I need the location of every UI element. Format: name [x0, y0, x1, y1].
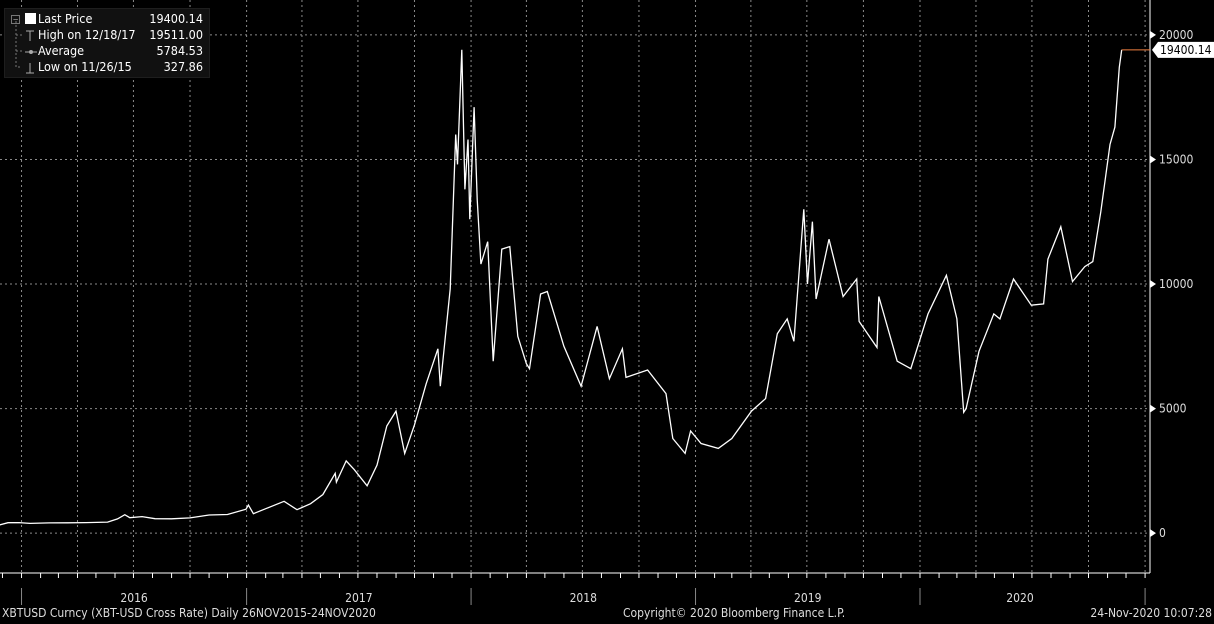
footer-copyright: Copyright© 2020 Bloomberg Finance L.P.: [623, 606, 846, 620]
legend-label: Low on 11/26/15: [38, 59, 132, 74]
y-axis-labels: 0 5000 10000 15000 20000: [1159, 28, 1193, 540]
y-tick-arrow: [1150, 30, 1156, 39]
x-tick-label: 2016: [120, 591, 148, 605]
legend-label: Average: [38, 43, 85, 58]
y-tick-arrow: [1150, 280, 1156, 289]
y-tick-label: 5000: [1159, 402, 1187, 416]
legend-value: 327.86: [163, 59, 203, 74]
legend-value: 5784.53: [156, 43, 204, 58]
low-marker-icon: [25, 62, 35, 74]
collapse-icon[interactable]: −: [11, 15, 20, 24]
legend-value: 19511.00: [149, 27, 203, 42]
y-tick-label: 20000: [1159, 28, 1193, 42]
price-line: [0, 49, 1123, 526]
x-tick-label: 2019: [794, 591, 822, 605]
x-tick-label: 2020: [1006, 591, 1034, 605]
y-tick-label: 10000: [1159, 277, 1193, 291]
x-tick-label: 2017: [345, 591, 372, 605]
y-tick-label: 15000: [1159, 152, 1193, 166]
x-tick-label: 2018: [570, 591, 598, 605]
y-tick-label: 0: [1159, 526, 1166, 540]
average-marker-icon: [25, 46, 37, 56]
legend-item-average: Average 5784.53: [5, 43, 205, 59]
footer-ticker: XBTUSD Curncy (XBT-USD Cross Rate) Daily…: [2, 606, 376, 620]
y-tick-arrow: [1150, 155, 1156, 164]
high-marker-icon: [25, 30, 35, 41]
legend-label: Last Price: [38, 11, 93, 26]
x-axis-labels: 2016 2017 2018 2019 2020: [120, 591, 1034, 605]
axes: [0, 0, 1156, 605]
series-swatch-icon: [25, 13, 36, 24]
last-price-tag-label: 19400.14: [1160, 43, 1212, 57]
last-price-tag: 19400.14: [1152, 41, 1214, 58]
legend-item-high: High on 12/18/17 19511.00: [5, 27, 205, 43]
y-tick-arrow: [1150, 529, 1156, 538]
footer-timestamp: 24-Nov-2020 10:07:28: [1090, 606, 1212, 620]
last-price-tag-bg: [1152, 41, 1214, 58]
legend-label: High on 12/18/17: [38, 27, 136, 42]
legend: − Last Price 19400.14 High on 12/18/17 1…: [4, 8, 210, 78]
legend-tree-lines: [15, 21, 22, 68]
legend-item-low: Low on 11/26/15 327.86: [5, 59, 205, 75]
legend-item-last-price[interactable]: − Last Price 19400.14: [5, 11, 205, 27]
legend-value: 19400.14: [149, 11, 203, 26]
grid: [0, 0, 1150, 573]
y-tick-arrow: [1150, 404, 1156, 413]
